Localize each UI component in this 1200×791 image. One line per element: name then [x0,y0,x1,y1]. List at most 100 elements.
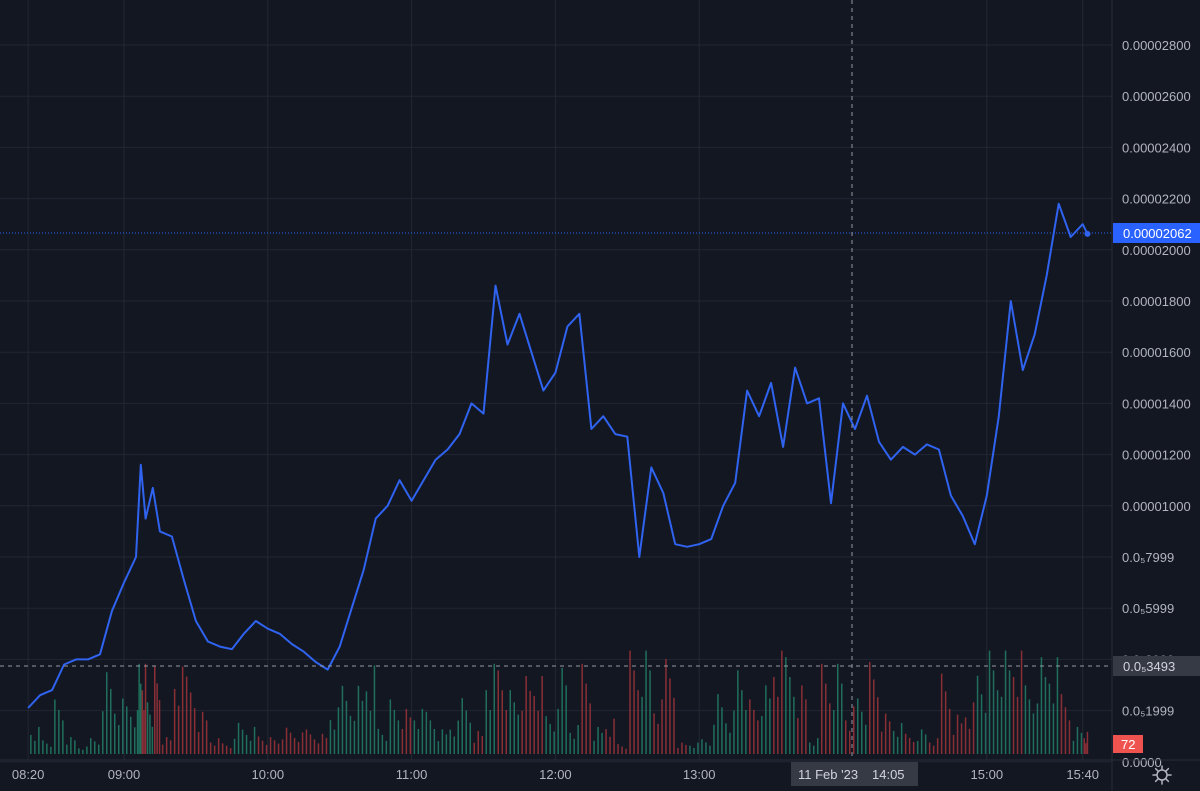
volume-bar [577,725,579,754]
volume-bar [173,688,176,754]
volume-label: 72 [1121,737,1135,752]
volume-bar [74,740,76,754]
volume-bar [513,702,515,754]
volume-bar [924,734,927,754]
crosshair-time-badge: 11 Feb '23 14:05 [791,762,918,786]
volume-bar [633,670,635,754]
volume-bar [1008,670,1011,754]
volume-bar [449,729,451,754]
volume-bar [38,726,40,754]
volume-bar [565,685,567,754]
y-tick-label: 0.00002200 [1122,192,1191,207]
volume-bar [217,738,220,754]
volume-bar [940,673,943,754]
volume-bar [697,742,699,754]
volume-bar [825,683,827,754]
volume-bar [445,734,448,754]
volume-bar [517,714,519,754]
volume-bar [82,749,84,754]
volume-bar [62,720,64,754]
volume-bar [1064,707,1067,754]
volume-bar [781,650,783,754]
volume-bar [1076,726,1079,754]
volume-bar [501,690,503,754]
x-tick-label: 10:00 [252,767,285,782]
volume-bar [821,663,823,754]
last-price-point [1084,230,1091,237]
volume-bar [805,699,807,754]
volume-bar [144,663,147,754]
gear-icon[interactable] [1152,765,1172,785]
volume-bar [1080,732,1083,754]
volume-bar [151,726,154,754]
volume-bar [1072,740,1075,754]
volume-bar [321,733,324,754]
volume-bar [920,729,923,754]
volume-bar [70,737,72,754]
volume-bar [892,730,895,754]
volume-bar [581,663,583,754]
volume-bar [721,707,723,754]
volume-bar [677,748,679,754]
volume-bar [329,720,332,754]
volume-bar [725,723,727,754]
volume-bar [58,709,60,754]
volume-bar [813,745,815,754]
volume-bar [637,690,639,754]
volume-bar [1060,694,1063,754]
volume-bar [673,697,675,754]
volume-bar [833,710,835,754]
volume-bar [561,667,563,754]
y-tick-label: 0.00001400 [1122,396,1191,411]
volume-bar [1000,696,1003,754]
volume-bar [597,726,599,754]
volume-bar [98,744,100,754]
volume-bar [880,731,883,754]
volume-bar [433,729,436,754]
volume-bar [465,710,467,754]
volume-bar [1004,650,1007,754]
volume-bar [549,723,551,754]
volume-bar [912,742,915,754]
volume-bar [86,746,88,754]
volume-bar [473,742,475,754]
volume-bar [829,703,831,754]
volume-bar [849,730,851,754]
volume-bar [785,657,787,754]
volume-bar [213,745,216,754]
volume-bar [908,737,911,754]
volume-bar [1085,743,1087,754]
volume-bar [593,740,595,754]
volume-bar [992,670,995,754]
y-tick-label: 0.00001200 [1122,448,1191,463]
volume-bar [50,746,52,754]
volume-bar [313,739,316,754]
time-axis[interactable]: 08:20 09:00 10:00 11:00 12:00 13:00 15:00 15:40 [12,767,1099,782]
volume-bar [817,738,819,754]
volume-bar [1044,677,1047,754]
volume-bar [713,724,715,754]
volume-bar [385,740,388,754]
volume-bar [980,694,983,754]
volume-bar [102,711,104,754]
volume-bar [765,685,767,754]
volume-bar [701,739,703,754]
volume-bar [793,696,795,754]
x-tick-label: 11:00 [396,767,428,782]
volume-bar [1056,657,1059,754]
x-tick-label: 15:40 [1066,767,1099,782]
volume-bar [30,734,32,754]
volume-bar [601,732,603,754]
volume-bar [625,748,627,754]
volume-bar [42,740,44,754]
volume-bar [46,743,48,754]
volume-bar [693,748,695,754]
volume-bar [289,732,292,754]
volume-bar [629,650,631,754]
volume-bar [705,742,707,754]
volume-bar [916,741,919,754]
volume-bar [54,699,56,754]
crosshair-price-badge: 0.0₅3493 [1113,656,1200,676]
volume-bar [441,729,444,754]
